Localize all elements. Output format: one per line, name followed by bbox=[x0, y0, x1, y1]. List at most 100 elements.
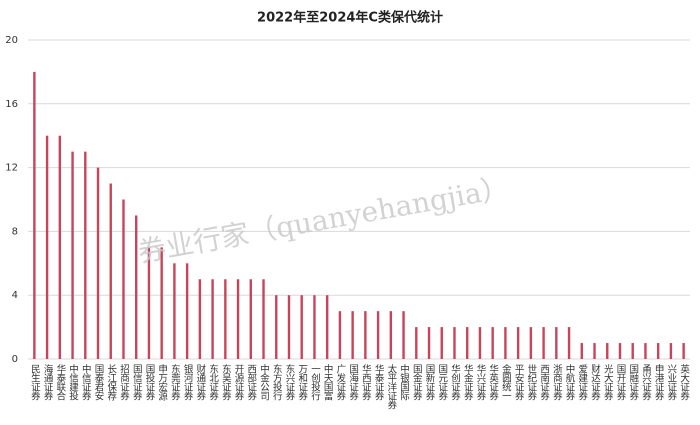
x-tick-label: 东吴证券 bbox=[220, 363, 232, 401]
x-tick-label: 华泰证券 bbox=[373, 363, 385, 401]
watermark: 券业行家（quanyehangjia） bbox=[135, 171, 511, 269]
x-tick-label: 招商证券 bbox=[118, 363, 130, 401]
bar bbox=[45, 135, 49, 359]
bar bbox=[567, 327, 571, 359]
x-tick-label: 国开证券 bbox=[614, 364, 626, 401]
x-tick-label: 华泰联合 bbox=[54, 363, 66, 401]
bar bbox=[618, 343, 622, 359]
bar bbox=[122, 199, 125, 359]
bar bbox=[389, 311, 393, 359]
bar bbox=[84, 151, 87, 359]
x-tick-label: 光大证券 bbox=[602, 363, 614, 401]
x-tick-label: 华金证券 bbox=[462, 363, 474, 401]
bar bbox=[402, 311, 405, 359]
x-tick-label: 财达证券 bbox=[589, 363, 601, 401]
x-tick-label: 华英证券 bbox=[487, 363, 499, 401]
bar bbox=[338, 311, 342, 359]
y-tick-label: 16 bbox=[5, 99, 18, 110]
bar bbox=[682, 343, 685, 359]
x-tick-label: 国新证券 bbox=[424, 364, 436, 401]
x-tick-label: 国信证券 bbox=[131, 364, 143, 401]
bar bbox=[160, 247, 163, 359]
x-tick-label: 国元证券 bbox=[436, 364, 448, 401]
x-tick-label: 东方投行 bbox=[271, 363, 283, 401]
bar bbox=[300, 295, 303, 359]
bar bbox=[109, 183, 112, 359]
x-tick-label: 申万宏源 bbox=[156, 363, 168, 401]
plot-area: 0 4 8 12 16 20 民生证券 海通证券 华泰联合 中信建投 中信证券 国泰君安 长江保荐 招商证… bbox=[5, 35, 690, 410]
x-tick-label: 国融证券 bbox=[627, 364, 639, 401]
bar bbox=[580, 343, 583, 359]
x-tick-label: 财通证券 bbox=[194, 363, 206, 401]
x-tick-label: 中航证券 bbox=[564, 363, 576, 401]
bar bbox=[249, 279, 252, 359]
x-tick-label: 申港证券 bbox=[653, 363, 665, 401]
bar bbox=[185, 263, 189, 359]
x-tick-label: 万和证券 bbox=[296, 364, 308, 401]
y-tick-label: 8 bbox=[12, 226, 18, 237]
x-tick-label: 西部证券 bbox=[245, 364, 257, 401]
bar bbox=[287, 295, 291, 359]
bar bbox=[516, 327, 520, 359]
y-tick-label: 12 bbox=[5, 163, 18, 174]
bar bbox=[58, 135, 62, 359]
bar bbox=[364, 311, 367, 359]
x-tick-label: 东北证券 bbox=[207, 363, 219, 401]
bar bbox=[236, 279, 240, 359]
x-tick-label: 华创证券 bbox=[449, 363, 461, 401]
x-tick-label: 华兴证券 bbox=[474, 363, 486, 401]
bar bbox=[147, 247, 151, 359]
bar bbox=[593, 343, 596, 359]
x-tick-label: 国投证券 bbox=[143, 364, 155, 401]
x-tick-label: 一创投行 bbox=[309, 364, 321, 401]
x-tick-label: 银河证券 bbox=[182, 363, 194, 401]
x-tick-label: 东兴证券 bbox=[283, 363, 295, 401]
bar bbox=[478, 327, 482, 359]
x-tick-label: 世纪证券 bbox=[525, 363, 537, 401]
chart-title: 2022年至2024年C类保代统计 bbox=[257, 10, 443, 26]
x-tick-label: 浙商证券 bbox=[551, 363, 563, 401]
x-tick-label: 西南证券 bbox=[538, 364, 550, 401]
x-tick-label: 华西证券 bbox=[360, 363, 372, 401]
bar bbox=[376, 311, 380, 359]
bar bbox=[555, 327, 558, 359]
x-tick-label: 国海证券 bbox=[347, 364, 359, 401]
x-tick-label: 金圆统一 bbox=[500, 363, 512, 400]
x-tick-label: 东莞证券 bbox=[169, 363, 181, 401]
y-tick-label: 0 bbox=[12, 354, 18, 365]
bar bbox=[427, 327, 431, 359]
bar bbox=[313, 295, 316, 359]
x-tick-label: 兴业证券 bbox=[665, 364, 677, 401]
x-tick-label: 长江保荐 bbox=[105, 363, 117, 401]
x-tick-label: 中金公司 bbox=[258, 363, 270, 400]
bar bbox=[351, 311, 354, 359]
x-tick-label: 开源证券 bbox=[233, 364, 245, 401]
y-tick-label: 20 bbox=[5, 35, 18, 46]
x-tick-label: 中银国际 bbox=[398, 363, 410, 401]
bar bbox=[262, 279, 265, 359]
x-tick-label: 中信证券 bbox=[80, 363, 92, 401]
x-tick-label: 国金证券 bbox=[411, 364, 423, 401]
bar bbox=[656, 343, 660, 359]
bar bbox=[275, 295, 278, 359]
bar bbox=[466, 327, 469, 359]
bar bbox=[198, 279, 202, 359]
x-tick-label: 太平洋证券 bbox=[385, 363, 397, 410]
x-tick-label: 海通证券 bbox=[42, 363, 54, 401]
bar bbox=[453, 327, 456, 359]
bar bbox=[211, 279, 214, 359]
bar bbox=[96, 167, 100, 359]
bar bbox=[440, 327, 443, 359]
bar bbox=[415, 327, 418, 359]
x-tick-label: 民生证券 bbox=[29, 364, 41, 401]
bar bbox=[529, 327, 533, 359]
x-tick-label: 英大证券 bbox=[678, 363, 690, 401]
bar bbox=[631, 343, 634, 359]
x-tick-label: 平安证券 bbox=[513, 364, 525, 401]
x-tick-label: 中信建投 bbox=[67, 363, 79, 401]
bar bbox=[504, 327, 507, 359]
x-tick-label: 国泰君安 bbox=[93, 364, 105, 401]
bar bbox=[644, 343, 647, 359]
y-tick-label: 4 bbox=[12, 290, 18, 301]
x-tick-label: 广发证券 bbox=[334, 363, 346, 401]
